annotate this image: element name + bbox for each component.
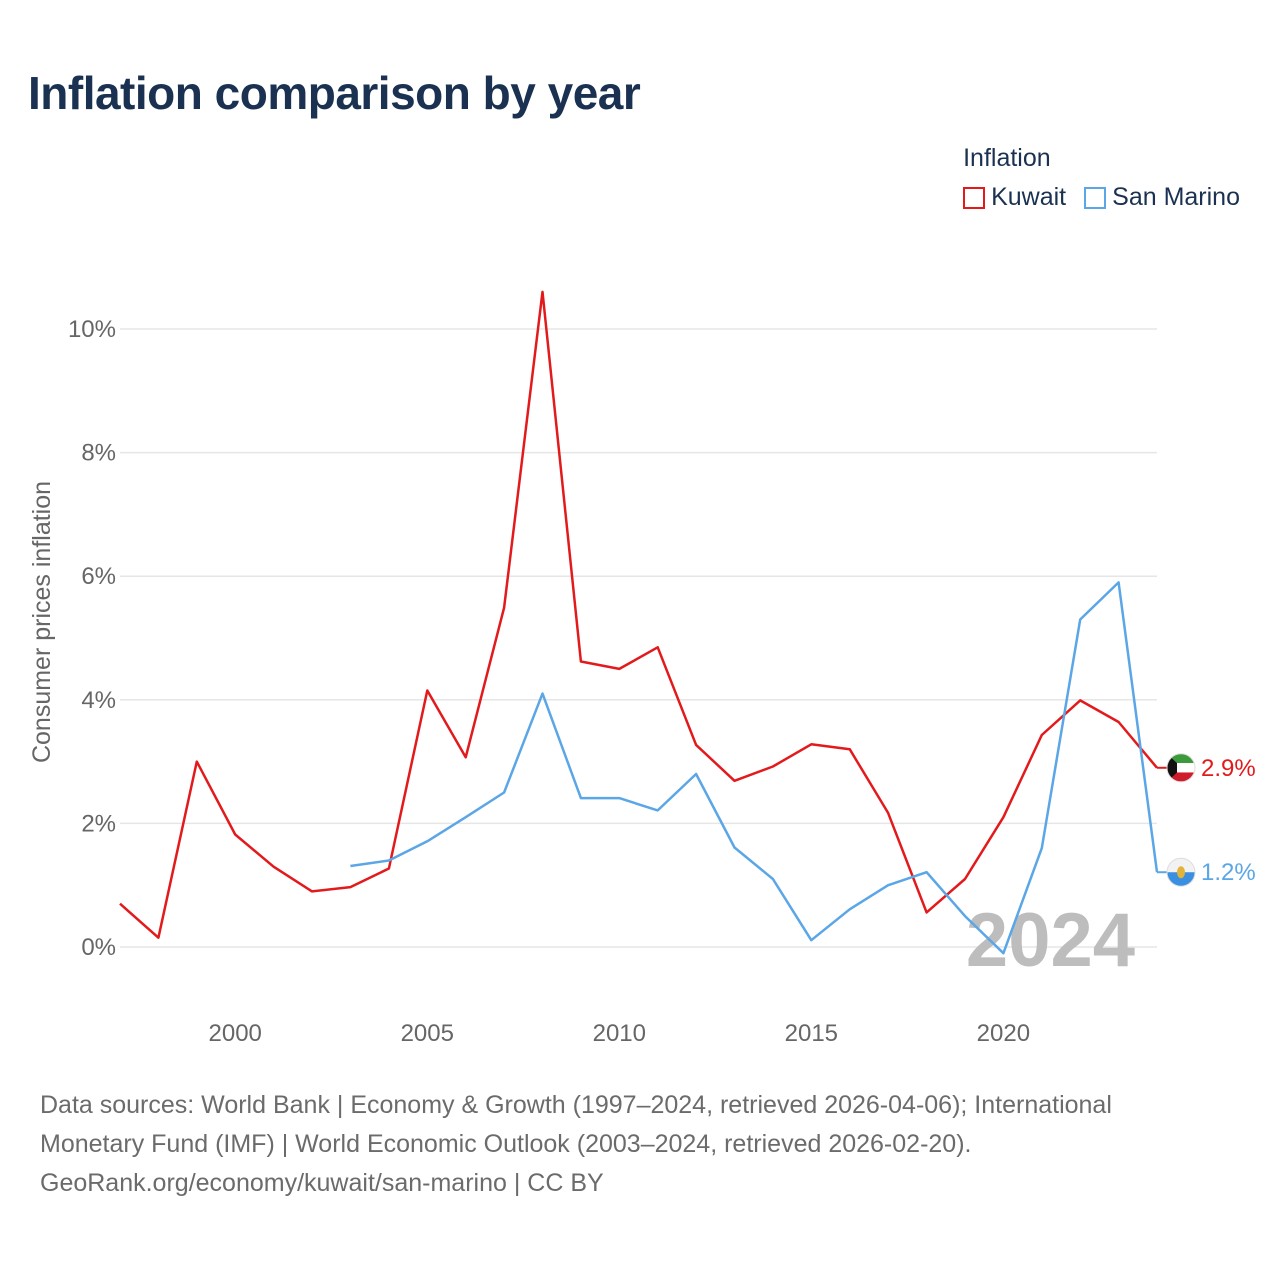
series-line-kuwait[interactable] bbox=[119, 290, 1158, 939]
chart-title: Inflation comparison by year bbox=[28, 67, 641, 119]
x-tick-label: 2015 bbox=[785, 1020, 838, 1047]
y-tick-label: 2% bbox=[81, 810, 116, 837]
end-label-san-marino: 1.2% bbox=[1201, 859, 1256, 886]
legend: Inflation Kuwait San Marino bbox=[963, 144, 1240, 212]
series-line-san-marino[interactable] bbox=[350, 581, 1159, 955]
legend-item-kuwait[interactable]: Kuwait bbox=[963, 183, 1066, 212]
y-axis-title: Consumer prices inflation bbox=[28, 481, 56, 763]
line-chart: 0% 2% 4% 6% 8% 10% 2000 2005 2010 2015 2020 Consu… bbox=[28, 290, 1256, 1047]
footer-line-2: Monetary Fund (IMF) | World Economic Out… bbox=[40, 1130, 972, 1158]
san-marino-flag-icon bbox=[1166, 857, 1196, 887]
legend-swatch-san-marino bbox=[1084, 186, 1107, 209]
end-label-kuwait: 2.9% bbox=[1201, 755, 1256, 782]
kuwait-flag-icon bbox=[1166, 753, 1196, 783]
y-tick-label: 10% bbox=[68, 316, 116, 343]
y-tick-label: 8% bbox=[81, 440, 116, 467]
y-tick-label: 4% bbox=[81, 687, 116, 714]
x-axis-ticks: 2000 2005 2010 2015 2020 bbox=[209, 1020, 1031, 1047]
x-tick-label: 2010 bbox=[593, 1020, 646, 1047]
footer-line-3[interactable]: GeoRank.org/economy/kuwait/san-marino | … bbox=[40, 1169, 604, 1197]
x-tick-label: 2005 bbox=[401, 1020, 454, 1047]
legend-item-san-marino[interactable]: San Marino bbox=[1084, 183, 1240, 212]
y-axis-ticks: 0% 2% 4% 6% 8% 10% bbox=[68, 316, 116, 961]
y-tick-label: 6% bbox=[81, 563, 116, 590]
series-end-markers: 2.9% 1.2% bbox=[1157, 753, 1256, 887]
y-tick-label: 0% bbox=[81, 934, 116, 961]
x-tick-label: 2000 bbox=[209, 1020, 262, 1047]
footer-line-1: Data sources: World Bank | Economy & Gro… bbox=[40, 1091, 1112, 1119]
legend-label-kuwait: Kuwait bbox=[991, 183, 1067, 211]
x-tick-label: 2020 bbox=[977, 1020, 1030, 1047]
legend-swatch-kuwait bbox=[963, 186, 986, 209]
year-watermark: 2024 bbox=[966, 898, 1135, 983]
series-lines bbox=[119, 290, 1159, 955]
footer: Data sources: World Bank | Economy & Gro… bbox=[40, 1086, 1230, 1203]
gridlines bbox=[120, 328, 1157, 948]
legend-label-san-marino: San Marino bbox=[1112, 183, 1240, 211]
legend-title: Inflation bbox=[963, 144, 1051, 172]
